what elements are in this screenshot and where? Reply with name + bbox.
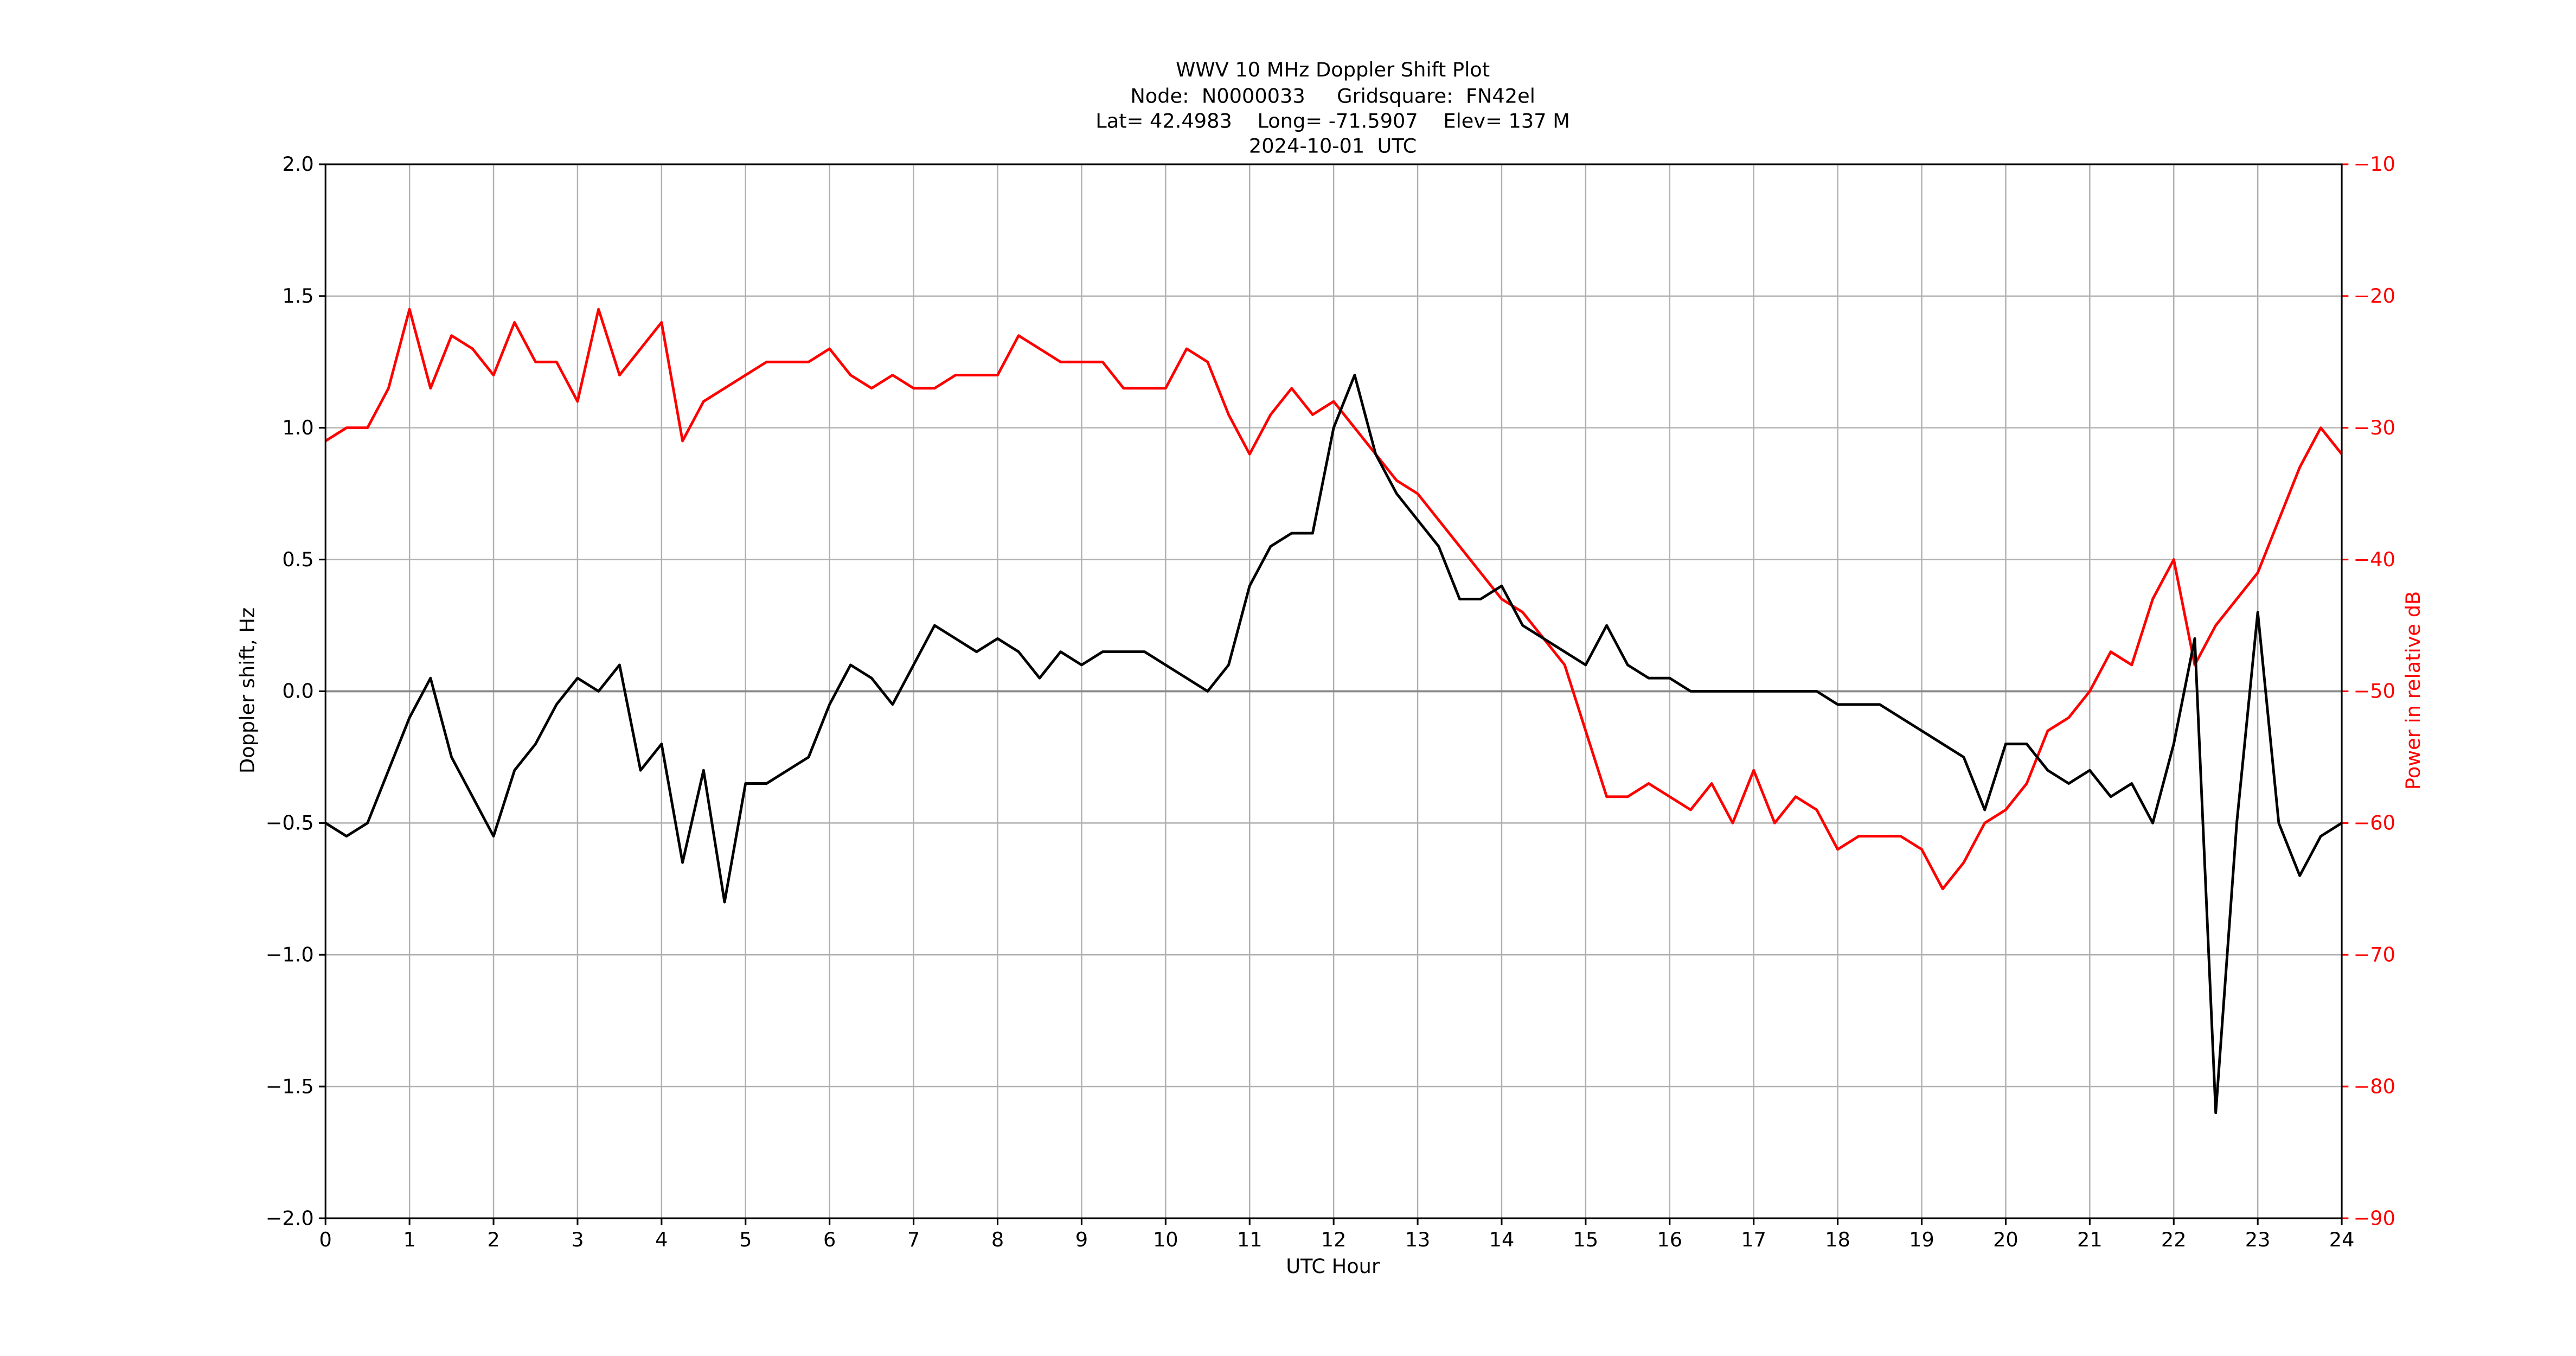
x-tick-label: 19 xyxy=(1909,1228,1934,1251)
x-tick-label: 3 xyxy=(571,1228,584,1251)
x-tick-label: 11 xyxy=(1237,1228,1263,1251)
y-tick-label: 0.0 xyxy=(282,680,313,703)
y-tick-label: 2.0 xyxy=(282,152,313,176)
title-line: Lat= 42.4983 Long= -71.5907 Elev= 137 M xyxy=(1095,110,1570,133)
x-tick-label: 22 xyxy=(2161,1228,2187,1251)
x-tick-label: 12 xyxy=(1321,1228,1347,1251)
y-tick-label: −0.5 xyxy=(266,811,314,835)
x-tick-label: 20 xyxy=(1993,1228,2018,1251)
y-tick-label: −1.0 xyxy=(266,943,314,966)
x-tick-label: 9 xyxy=(1075,1228,1088,1251)
title-line: WWV 10 MHz Doppler Shift Plot xyxy=(1176,58,1490,81)
y2-axis-label: Power in relative dB xyxy=(2401,591,2425,790)
x-tick-label: 10 xyxy=(1153,1228,1178,1251)
y2-tick-label: −40 xyxy=(2354,548,2395,571)
y-tick-label: 0.5 xyxy=(282,548,313,571)
y2-tick-label: −70 xyxy=(2354,943,2395,966)
y2-tick-label: −80 xyxy=(2354,1074,2395,1098)
x-tick-label: 13 xyxy=(1405,1228,1431,1251)
x-tick-label: 4 xyxy=(655,1228,668,1251)
x-tick-label: 15 xyxy=(1573,1228,1599,1251)
x-tick-label: 0 xyxy=(319,1228,332,1251)
x-tick-label: 17 xyxy=(1741,1228,1766,1251)
x-tick-label: 14 xyxy=(1489,1228,1515,1251)
x-tick-label: 23 xyxy=(2245,1228,2271,1251)
y2-tick-label: −30 xyxy=(2354,416,2395,439)
data-line xyxy=(324,308,2343,891)
y2-tick-label: −60 xyxy=(2354,811,2395,835)
y2-tick-label: −50 xyxy=(2354,680,2395,703)
data-line xyxy=(324,374,2343,1115)
y-tick-label: −2.0 xyxy=(266,1206,314,1230)
y-tick-label: 1.0 xyxy=(282,416,313,439)
y-tick-label: −1.5 xyxy=(266,1074,314,1098)
x-tick-label: 21 xyxy=(2077,1228,2103,1251)
title-line: 2024-10-01 UTC xyxy=(1249,135,1417,158)
x-tick-label: 24 xyxy=(2329,1228,2355,1251)
y2-tick-label: −10 xyxy=(2354,152,2395,176)
y-tick-label: 1.5 xyxy=(282,284,313,308)
x-tick-label: 18 xyxy=(1825,1228,1850,1251)
y2-tick-label: −20 xyxy=(2354,284,2395,308)
x-tick-label: 16 xyxy=(1657,1228,1682,1251)
y-axis-label: Doppler shift, Hz xyxy=(236,607,259,773)
x-axis-label: UTC Hour xyxy=(1286,1255,1380,1278)
x-tick-label: 2 xyxy=(487,1228,499,1251)
plot-frame xyxy=(324,163,2343,1219)
y2-tick-label: −90 xyxy=(2354,1206,2395,1230)
x-tick-label: 6 xyxy=(823,1228,836,1251)
title-line: Node: N0000033 Gridsquare: FN42el xyxy=(1130,85,1535,108)
x-tick-label: 7 xyxy=(907,1228,920,1251)
x-tick-label: 1 xyxy=(403,1228,415,1251)
x-tick-label: 5 xyxy=(739,1228,752,1251)
x-tick-label: 8 xyxy=(991,1228,1004,1251)
